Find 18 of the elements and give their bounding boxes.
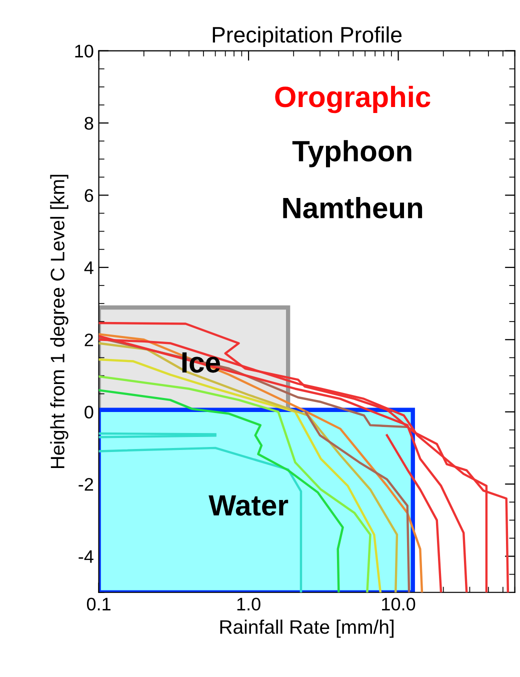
- y-tick-label: 8: [84, 116, 94, 130]
- annotation: Orographic: [275, 86, 430, 114]
- x-tick-label: 10.0: [382, 598, 416, 610]
- y-tick-label: -4: [78, 550, 94, 563]
- y-tick-label: 2: [84, 334, 94, 346]
- y-tick-label: 10: [75, 44, 94, 58]
- annotation: Typhoon: [292, 140, 412, 168]
- y-tick-label: 0: [84, 406, 94, 419]
- y-axis-title: Height from 1 degree C Level [km]: [50, 174, 68, 468]
- x-axis-title: Rainfall Rate [mm/h]: [220, 620, 394, 638]
- y-tick-label: -2: [78, 478, 94, 491]
- y-tick-label: 6: [84, 189, 94, 202]
- annotation: Namtheun: [283, 196, 422, 218]
- x-tick-label: 0.1: [86, 598, 110, 610]
- y-tick-label: 4: [84, 262, 94, 274]
- annotation: Water: [208, 495, 288, 516]
- x-tick-label: 1.0: [237, 598, 260, 610]
- chart-title: Precipitation Profile: [212, 26, 402, 48]
